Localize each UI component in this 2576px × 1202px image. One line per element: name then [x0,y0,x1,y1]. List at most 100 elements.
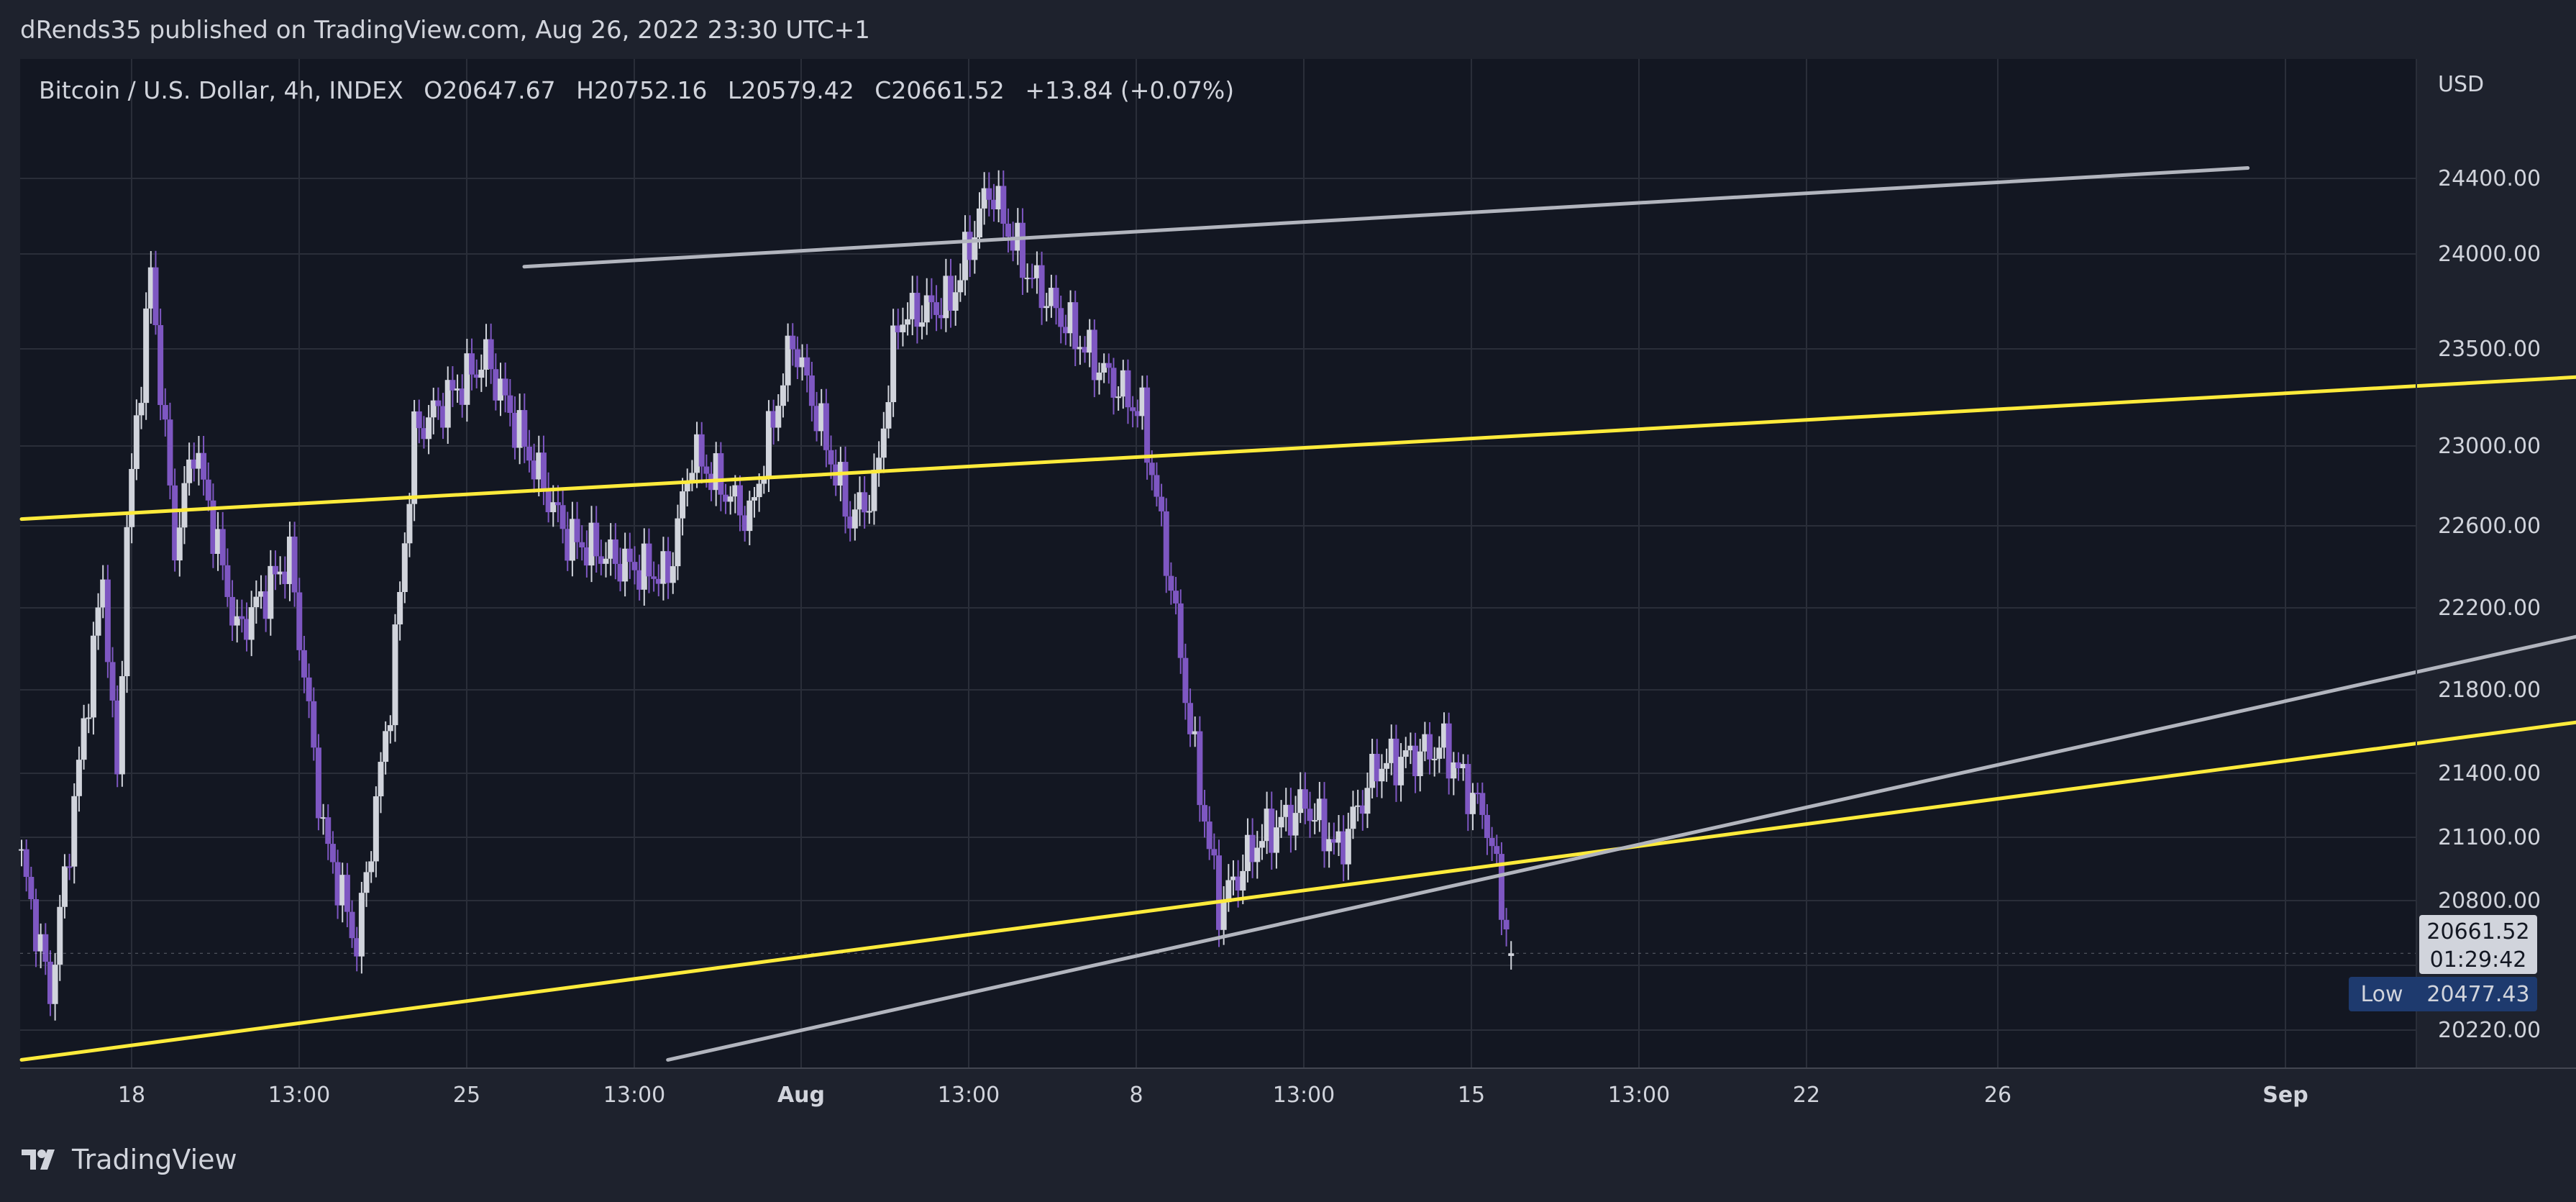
candle-body [363,872,370,893]
candle-body [152,267,159,325]
tradingview-footer[interactable]: TradingView [20,1144,237,1175]
candle-body [262,591,269,619]
candle-body [1130,407,1136,411]
candle-body [109,662,116,701]
candle-body [449,380,456,391]
candle-body [1364,788,1371,814]
candle-body [1479,793,1486,815]
candle-body [1254,847,1261,862]
candle-body [1082,347,1088,353]
candle-body [86,717,92,719]
candle-body [1043,306,1050,309]
candle-body [554,502,561,506]
candle-body [61,866,68,907]
candle-body [1312,820,1318,822]
candle-body [919,322,926,327]
candle-body [1330,839,1337,843]
candle-body [933,302,940,315]
candle-body [785,335,791,386]
candle-body [478,369,485,378]
price-tick: 20800.00 [2438,888,2541,914]
candle-body [1273,827,1279,853]
candle-body [253,596,260,608]
tradingview-logo-icon [22,1149,55,1170]
candle-body [430,400,437,418]
candle-body [1384,762,1390,769]
candle-body [967,232,973,260]
candle-body [52,965,58,1004]
candle-body [680,491,686,519]
candle-body [1393,738,1399,786]
candle-body [565,529,571,561]
candle-body [42,934,49,962]
candle-body [282,571,288,584]
candle-body [1369,753,1376,788]
time-tick: 22 [1793,1083,1820,1108]
candle-body [1159,496,1165,511]
candle-body [392,624,398,726]
candle-body [196,452,202,469]
candle-body [923,295,930,323]
candle-body [1033,265,1040,278]
price-axis[interactable]: 24400.00 24000.00 23500.00 23000.00 2260… [2438,166,2541,1043]
candle-body [545,489,552,513]
candle-body [1000,186,1007,224]
candle-body [1110,368,1117,398]
symbol-legend[interactable]: Bitcoin / U.S. Dollar, 4h, INDEX O20647.… [39,76,1247,104]
change-value: +13.84 (+0.07%) [1025,76,1235,104]
candle-body [493,369,499,401]
candle-body [373,796,379,862]
candle-body [727,496,734,502]
candle-body [286,536,293,584]
candle-body [1225,880,1232,903]
candle-body [751,497,757,501]
candle-body [172,485,178,561]
price-tick: 22200.00 [2438,596,2541,621]
candle-body [57,906,63,965]
candle-body [344,875,350,912]
candle-body [1202,805,1208,822]
candle-body [397,592,403,625]
candle-body [1091,329,1097,381]
candle-body [588,522,595,566]
symbol-name[interactable]: Bitcoin / U.S. Dollar, 4h, INDEX [39,76,403,104]
candle-body [1087,329,1093,353]
candle-body [808,375,815,406]
candle-body [746,500,753,532]
candle-body [550,502,557,513]
candle-body [81,718,87,760]
candle-body [205,479,211,501]
candle-body [176,527,183,561]
candle-body [1197,731,1203,806]
candle-body [1120,370,1126,397]
low-value: L20579.42 [727,76,854,104]
candle-body [1297,789,1304,814]
candle-body [502,378,508,396]
candle-body [1144,387,1151,463]
time-axis[interactable]: 18 13:00 25 13:00 Aug 13:00 8 13:00 15 1… [118,1083,2308,1108]
candle-body [516,410,523,448]
candle-body [1029,278,1036,280]
candle-body [301,650,307,678]
candle-body [617,563,624,582]
candle-body [723,494,729,502]
candle-body [718,453,724,495]
countdown-timer: 01:29:42 [2430,947,2527,973]
candle-body [972,237,978,260]
candle-body [224,565,231,597]
price-tick: 22600.00 [2438,514,2541,539]
candle-body [210,500,216,554]
candle-body [1134,411,1141,416]
candle-body [1139,387,1146,416]
candle-body [1259,841,1265,848]
candle-body [1173,591,1179,604]
candle-body [32,899,39,952]
candle-body [124,527,130,677]
candle-body [857,492,863,510]
trendlines[interactable] [19,166,2576,1062]
candle-body [378,762,384,797]
candle-body [1206,821,1212,850]
candle-body [114,700,121,775]
candle-body [741,515,748,532]
